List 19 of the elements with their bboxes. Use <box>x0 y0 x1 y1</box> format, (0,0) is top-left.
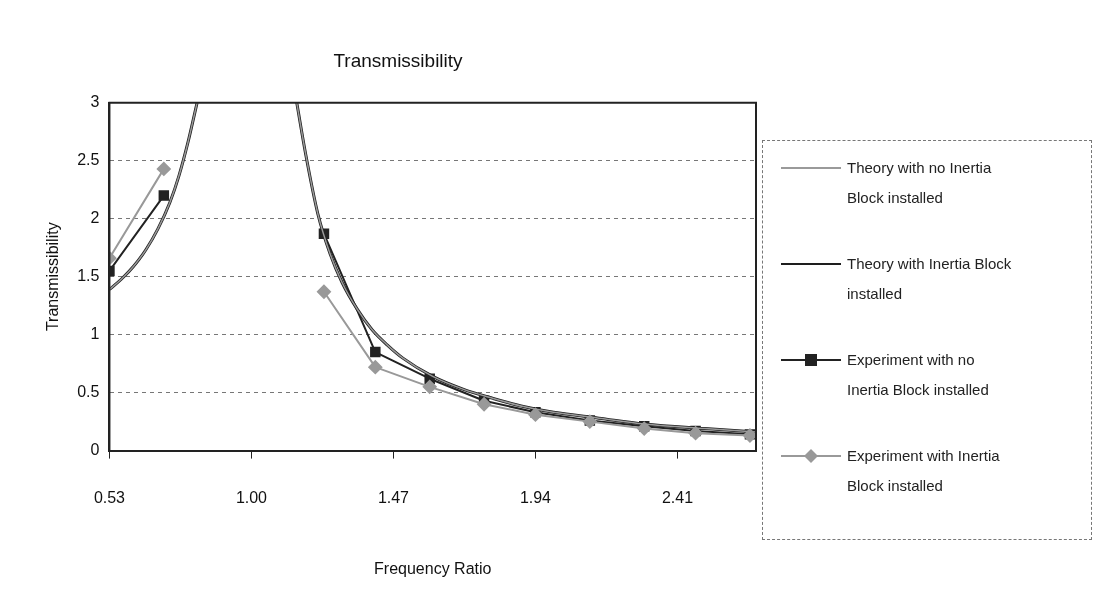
legend-label: Theory with no Inertia Block installed <box>847 158 993 208</box>
y-tick-label: 1 <box>90 325 100 343</box>
y-tick-label: 2.5 <box>77 151 100 169</box>
legend-label: Experiment with Inertia Block installed <box>847 446 1001 496</box>
y-tick-label: 2 <box>90 209 100 227</box>
y-tick-label: 0.5 <box>77 383 100 401</box>
x-axis-title: Frequency Ratio <box>374 559 492 577</box>
chart-title: Transmissibility <box>333 49 464 71</box>
y-tick-label: 1.5 <box>77 267 100 285</box>
y-tick-label: 3 <box>90 93 100 111</box>
y-tick-label: 0 <box>90 441 100 459</box>
x-tick-label: 1.47 <box>377 488 410 506</box>
y-axis-title: Transmissibility <box>44 222 62 332</box>
legend-label: Theory with Inertia Block installed <box>847 254 1013 304</box>
x-tick-label: 0.53 <box>93 488 126 506</box>
x-tick-label: 2.41 <box>661 488 694 506</box>
x-tick-label: 1.00 <box>235 488 268 506</box>
legend-label: Experiment with no Inertia Block installed <box>847 350 990 400</box>
x-tick-label: 1.94 <box>519 488 552 506</box>
